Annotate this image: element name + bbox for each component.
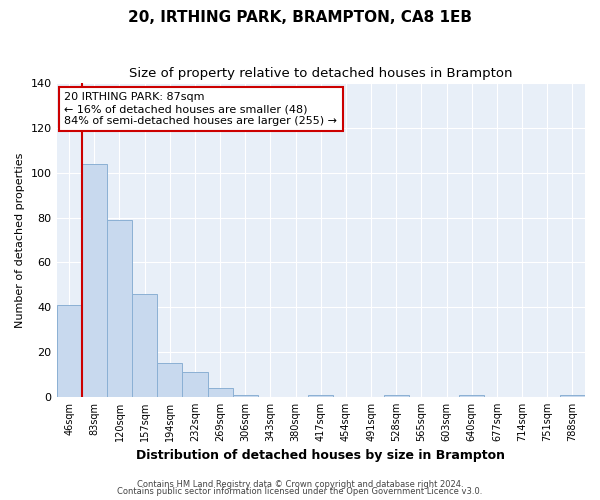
Bar xyxy=(233,394,258,397)
Text: 20, IRTHING PARK, BRAMPTON, CA8 1EB: 20, IRTHING PARK, BRAMPTON, CA8 1EB xyxy=(128,10,472,25)
Bar xyxy=(107,220,132,397)
Text: Contains HM Land Registry data © Crown copyright and database right 2024.: Contains HM Land Registry data © Crown c… xyxy=(137,480,463,489)
Title: Size of property relative to detached houses in Brampton: Size of property relative to detached ho… xyxy=(129,68,512,80)
Bar xyxy=(560,394,585,397)
Bar xyxy=(383,394,409,397)
Bar xyxy=(56,305,82,397)
Text: 20 IRTHING PARK: 87sqm
← 16% of detached houses are smaller (48)
84% of semi-det: 20 IRTHING PARK: 87sqm ← 16% of detached… xyxy=(64,92,337,126)
Bar xyxy=(208,388,233,397)
X-axis label: Distribution of detached houses by size in Brampton: Distribution of detached houses by size … xyxy=(136,450,505,462)
Bar xyxy=(157,364,182,397)
Bar xyxy=(182,372,208,397)
Y-axis label: Number of detached properties: Number of detached properties xyxy=(15,152,25,328)
Bar xyxy=(459,394,484,397)
Bar xyxy=(82,164,107,397)
Bar xyxy=(308,394,334,397)
Text: Contains public sector information licensed under the Open Government Licence v3: Contains public sector information licen… xyxy=(118,487,482,496)
Bar xyxy=(132,294,157,397)
